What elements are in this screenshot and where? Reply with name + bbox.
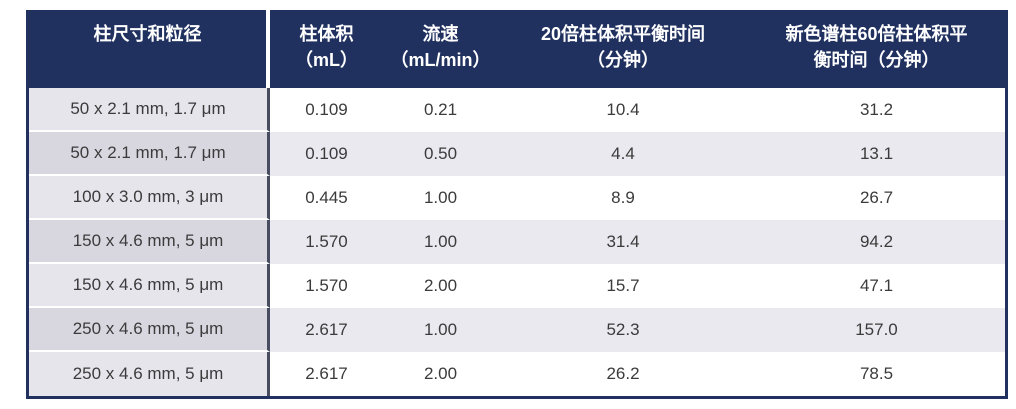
cell-equil-60cv: 94.2 bbox=[748, 220, 1005, 264]
cell-equil-20cv: 52.3 bbox=[498, 308, 748, 352]
header-unit: （分钟） bbox=[587, 50, 659, 70]
cell-flow-rate: 1.00 bbox=[383, 176, 498, 220]
table-row: 250 x 4.6 mm, 5 μm 2.617 1.00 52.3 157.0 bbox=[29, 308, 1005, 352]
cell-equil-60cv: 157.0 bbox=[748, 308, 1005, 352]
cell-column-size: 250 x 4.6 mm, 5 μm bbox=[29, 308, 270, 352]
table-row: 50 x 2.1 mm, 1.7 μm 0.109 0.21 10.4 31.2 bbox=[29, 88, 1005, 132]
cell-column-size: 150 x 4.6 mm, 5 μm bbox=[29, 264, 270, 308]
table-row: 250 x 4.6 mm, 5 μm 2.617 2.00 26.2 78.5 bbox=[29, 352, 1005, 396]
table-row: 100 x 3.0 mm, 3 μm 0.445 1.00 8.9 26.7 bbox=[29, 176, 1005, 220]
header-row: 柱尺寸和粒径 柱体积 （mL） 流速 （mL/min） 20倍柱体积平衡时间 （… bbox=[29, 10, 1005, 88]
column-equilibration-table: 柱尺寸和粒径 柱体积 （mL） 流速 （mL/min） 20倍柱体积平衡时间 （… bbox=[26, 10, 1008, 399]
header-flow-rate: 流速 （mL/min） bbox=[383, 10, 498, 88]
cell-equil-20cv: 8.9 bbox=[498, 176, 748, 220]
cell-flow-rate: 2.00 bbox=[383, 264, 498, 308]
cell-equil-20cv: 31.4 bbox=[498, 220, 748, 264]
cell-column-size: 50 x 2.1 mm, 1.7 μm bbox=[29, 88, 270, 132]
header-label: 20倍柱体积平衡时间 bbox=[540, 24, 706, 44]
cell-equil-60cv: 13.1 bbox=[748, 132, 1005, 176]
cell-equil-20cv: 26.2 bbox=[498, 352, 748, 396]
cell-flow-rate: 0.21 bbox=[383, 88, 498, 132]
header-unit: （mL） bbox=[295, 50, 358, 70]
cell-flow-rate: 2.00 bbox=[383, 352, 498, 396]
cell-column-size: 150 x 4.6 mm, 5 μm bbox=[29, 220, 270, 264]
cell-column-volume: 0.445 bbox=[270, 176, 383, 220]
table-row: 50 x 2.1 mm, 1.7 μm 0.109 0.50 4.4 13.1 bbox=[29, 132, 1005, 176]
header-label: 新色谱柱60倍柱体积平 bbox=[785, 24, 968, 44]
header-label: 柱尺寸和粒径 bbox=[93, 24, 202, 44]
cell-equil-60cv: 26.7 bbox=[748, 176, 1005, 220]
header-column-volume: 柱体积 （mL） bbox=[270, 10, 383, 88]
cell-column-size: 250 x 4.6 mm, 5 μm bbox=[29, 352, 270, 396]
cell-column-size: 50 x 2.1 mm, 1.7 μm bbox=[29, 132, 270, 176]
cell-equil-60cv: 47.1 bbox=[748, 264, 1005, 308]
header-label: 柱体积 bbox=[299, 24, 354, 44]
cell-flow-rate: 0.50 bbox=[383, 132, 498, 176]
cell-column-volume: 0.109 bbox=[270, 88, 383, 132]
header-equil-20cv: 20倍柱体积平衡时间 （分钟） bbox=[498, 10, 748, 88]
table-row: 150 x 4.6 mm, 5 μm 1.570 1.00 31.4 94.2 bbox=[29, 220, 1005, 264]
header-unit: （mL/min） bbox=[390, 50, 491, 70]
cell-equil-60cv: 31.2 bbox=[748, 88, 1005, 132]
cell-column-volume: 0.109 bbox=[270, 132, 383, 176]
table-body: 50 x 2.1 mm, 1.7 μm 0.109 0.21 10.4 31.2… bbox=[29, 88, 1005, 396]
cell-column-volume: 1.570 bbox=[270, 264, 383, 308]
header-equil-60cv: 新色谱柱60倍柱体积平 衡时间（分钟） bbox=[748, 10, 1005, 88]
cell-equil-20cv: 4.4 bbox=[498, 132, 748, 176]
cell-column-volume: 2.617 bbox=[270, 308, 383, 352]
cell-flow-rate: 1.00 bbox=[383, 308, 498, 352]
header-column-size: 柱尺寸和粒径 bbox=[29, 10, 270, 88]
cell-column-volume: 2.617 bbox=[270, 352, 383, 396]
header-label: 流速 bbox=[422, 24, 459, 44]
header-label: 衡时间（分钟） bbox=[813, 50, 940, 70]
cell-column-size: 100 x 3.0 mm, 3 μm bbox=[29, 176, 270, 220]
cell-equil-60cv: 78.5 bbox=[748, 352, 1005, 396]
table-header: 柱尺寸和粒径 柱体积 （mL） 流速 （mL/min） 20倍柱体积平衡时间 （… bbox=[29, 10, 1005, 88]
cell-equil-20cv: 15.7 bbox=[498, 264, 748, 308]
cell-equil-20cv: 10.4 bbox=[498, 88, 748, 132]
cell-flow-rate: 1.00 bbox=[383, 220, 498, 264]
table-row: 150 x 4.6 mm, 5 μm 1.570 2.00 15.7 47.1 bbox=[29, 264, 1005, 308]
cell-column-volume: 1.570 bbox=[270, 220, 383, 264]
